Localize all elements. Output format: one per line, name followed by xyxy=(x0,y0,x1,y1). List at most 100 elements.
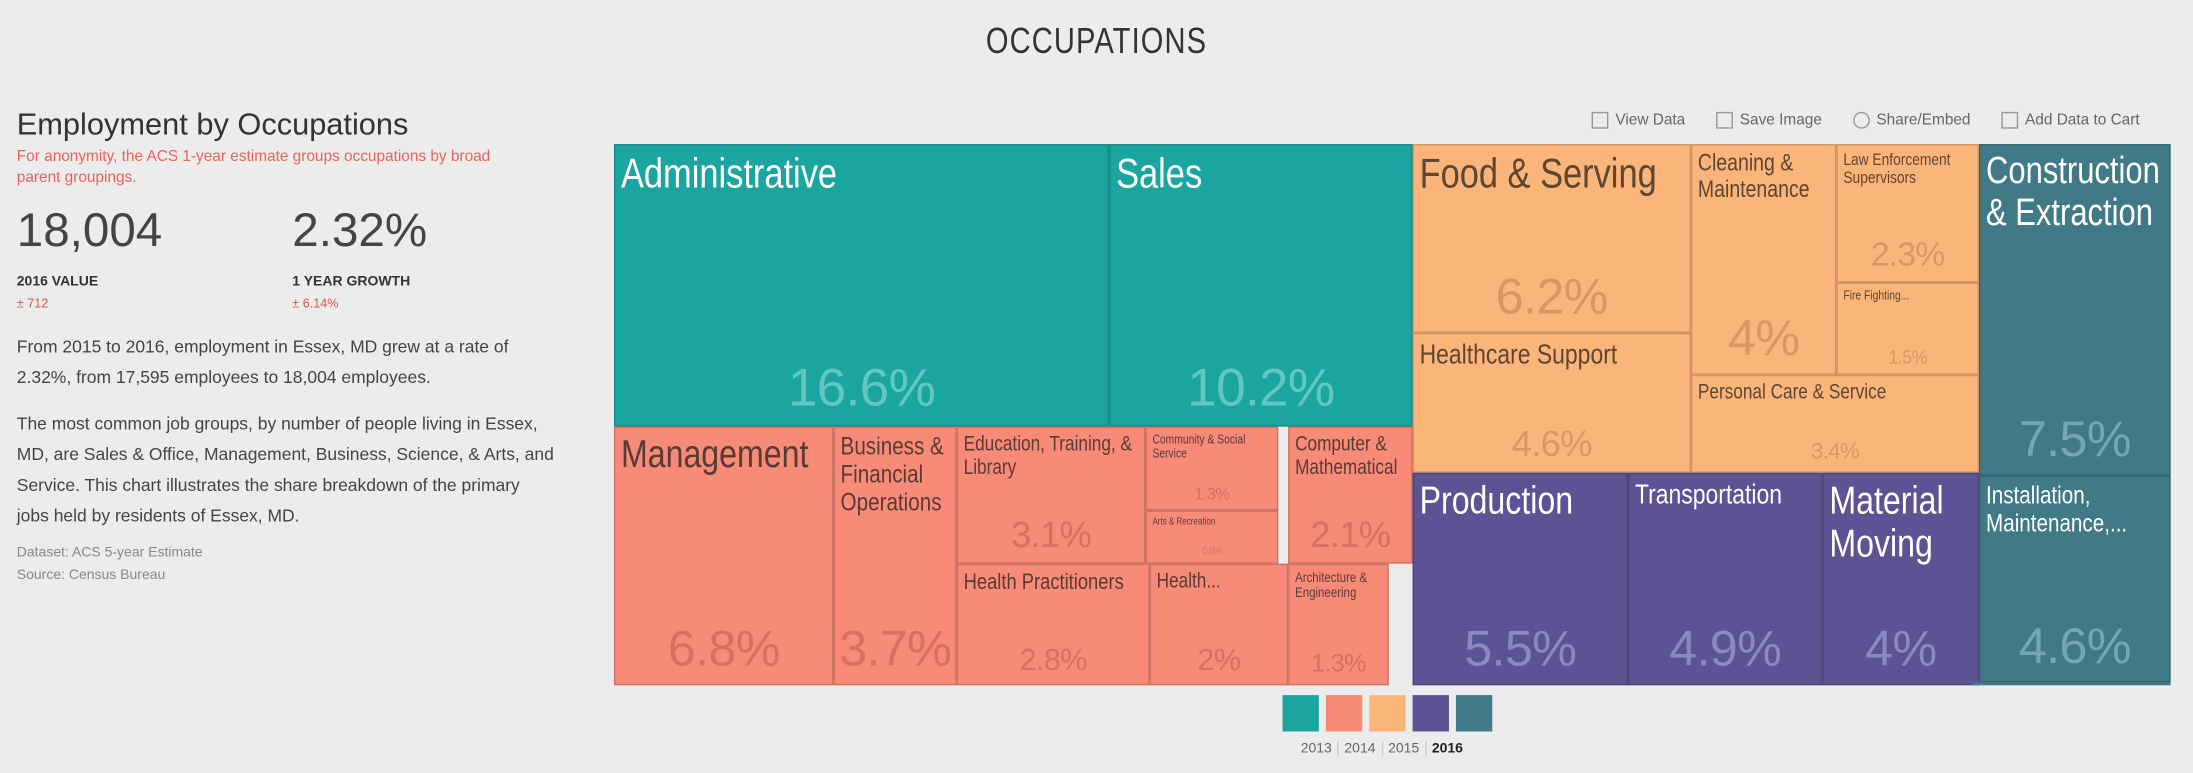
button-label: Add Data to Cart xyxy=(2025,111,2140,129)
tile-value: 1.5% xyxy=(1888,346,1928,368)
toolbar-button[interactable]: Save Image xyxy=(1715,111,1822,129)
tile[interactable]: Installation, Maintenance,... 4.6% xyxy=(1979,475,2171,683)
toolbar-button[interactable]: Share/Embed xyxy=(1852,111,1971,129)
tile[interactable]: Education, Training, & Library 3.1% xyxy=(956,426,1146,564)
tile-label: Management xyxy=(620,432,809,476)
tile-label: Material Moving xyxy=(1829,478,1944,565)
tile-value: 4% xyxy=(1865,619,1937,677)
tile-value: 5.5% xyxy=(1464,619,1577,677)
icon xyxy=(1852,111,1870,129)
tile[interactable]: Healthcare Support 4.6% xyxy=(1412,332,1691,473)
tile[interactable]: Arts & Recreation 0.8% xyxy=(1145,510,1279,564)
tile-value: 2.8% xyxy=(1019,641,1087,677)
tile[interactable]: Business & Financial Operations 3.7% xyxy=(833,426,957,686)
icon xyxy=(2001,111,2019,129)
tile-label: Computer & Mathematical xyxy=(1295,432,1398,480)
tile[interactable]: Transportation 4.9% xyxy=(1627,472,1823,686)
tile-label: Business & Financial Operations xyxy=(840,432,944,516)
tile-value: 1.3% xyxy=(1311,648,1366,677)
tile[interactable]: Production 5.5% xyxy=(1412,472,1628,686)
tile-label: Education, Training, & Library xyxy=(963,432,1132,480)
tile-value: 4% xyxy=(1727,309,1800,367)
tile-value: 1.3% xyxy=(1194,483,1230,504)
tile[interactable]: Construction & Extraction 7.5% xyxy=(1979,144,2171,476)
tile[interactable]: Fire Fighting... 1.5% xyxy=(1836,282,1980,375)
toolbar: View Data Save Image Share/Embed Add Dat… xyxy=(1591,111,2140,129)
icon xyxy=(1591,111,1609,129)
tile-label: Community & Social Service xyxy=(1152,432,1246,460)
year-selector: 2013 2014 2015 2016 xyxy=(1295,741,1468,757)
tile-value: 6.2% xyxy=(1495,267,1609,325)
tile-value: 10.2% xyxy=(1187,359,1335,419)
filter-button[interactable] xyxy=(1325,695,1363,732)
year[interactable]: 2014 xyxy=(1339,741,1383,757)
year[interactable]: 2016 xyxy=(1431,741,1463,757)
tile-label: Health Practitioners xyxy=(963,570,1124,595)
year[interactable]: 2015 xyxy=(1383,741,1427,757)
tile-strip xyxy=(1972,682,2171,686)
tile-value: 3.1% xyxy=(1010,513,1092,556)
tile[interactable]: Sales 10.2% xyxy=(1109,144,1413,427)
paragraph: The most common job groups, by number of… xyxy=(16,413,554,526)
tile-label: Production xyxy=(1419,478,1574,522)
tile-label: Healthcare Support xyxy=(1419,339,1618,371)
year[interactable]: 2013 xyxy=(1295,741,1339,757)
tile-label: Fire Fighting... xyxy=(1843,288,1910,303)
tile-value: 3.4% xyxy=(1810,440,1860,465)
tile-value: 16.6% xyxy=(787,359,936,419)
stat-moe: ± 712 xyxy=(16,296,49,311)
tile[interactable]: Architecture & Engineering 1.3% xyxy=(1288,563,1389,686)
button-label: Share/Embed xyxy=(1876,111,1971,129)
page-title: OCCUPATIONS xyxy=(985,19,1208,62)
tile[interactable]: Administrative 16.6% xyxy=(613,144,1110,427)
tile[interactable]: Management 6.8% xyxy=(613,426,834,686)
tile[interactable]: Community & Social Service 1.3% xyxy=(1145,426,1279,511)
stat-value: 18,004 xyxy=(16,204,163,258)
toolbar-button[interactable]: View Data xyxy=(1591,111,1686,129)
tile[interactable]: Computer & Mathematical 2.1% xyxy=(1288,426,1413,564)
tile-label: Transportation xyxy=(1634,479,1783,511)
stat-moe: ± 6.14% xyxy=(292,296,339,311)
filter-button[interactable] xyxy=(1369,695,1406,732)
tile-value: 2.1% xyxy=(1310,513,1391,556)
tile-value: 4.6% xyxy=(2018,616,2132,675)
tile-label: Law Enforcement Supervisors xyxy=(1843,149,1951,188)
tile-label: Construction & Extraction xyxy=(1986,149,2160,234)
tile-label: Health... xyxy=(1156,569,1221,594)
tile-label: Personal Care & Service xyxy=(1697,380,1887,405)
note: For anonymity, the ACS 1-year estimate g… xyxy=(16,148,491,186)
button-label: Save Image xyxy=(1739,111,1822,129)
tile-value: 0.8% xyxy=(1202,546,1222,557)
filter-button[interactable] xyxy=(1455,695,1493,732)
tile-label: Administrative xyxy=(620,151,838,198)
tile[interactable]: Law Enforcement Supervisors 2.3% xyxy=(1836,144,1980,283)
tile[interactable]: Health... 2% xyxy=(1149,563,1289,686)
paragraph: From 2015 to 2016, employment in Essex, … xyxy=(16,337,509,388)
tile-value: 6.8% xyxy=(667,619,781,677)
source: Source: Census Bureau xyxy=(16,567,166,584)
tile-value: 2% xyxy=(1197,641,1241,677)
filter-button[interactable] xyxy=(1282,695,1319,732)
button-label: View Data xyxy=(1615,111,1686,129)
toolbar-button[interactable]: Add Data to Cart xyxy=(2001,111,2140,129)
tile[interactable]: Cleaning & Maintenance 4% xyxy=(1690,144,1837,375)
tile[interactable]: Material Moving 4% xyxy=(1822,472,1980,686)
tile[interactable]: Health Practitioners 2.8% xyxy=(956,563,1150,686)
stat-value: 2.32% xyxy=(292,204,428,258)
tile-label: Cleaning & Maintenance xyxy=(1697,149,1810,203)
tile-label: Installation, Maintenance,... xyxy=(1986,481,2128,537)
icon xyxy=(1715,111,1733,129)
tile-label: Food & Serving xyxy=(1419,151,1657,198)
tile-label: Arts & Recreation xyxy=(1152,517,1216,528)
tile-label: Architecture & Engineering xyxy=(1295,570,1368,602)
tile[interactable]: Personal Care & Service 3.4% xyxy=(1690,374,1980,473)
tile[interactable]: Food & Serving 6.2% xyxy=(1412,144,1691,333)
tile-value: 7.5% xyxy=(2018,409,2132,468)
tile-label: Sales xyxy=(1116,151,1203,198)
tile-value: 4.6% xyxy=(1511,422,1593,465)
stat-label: 2016 VALUE xyxy=(16,274,99,290)
filter-button[interactable] xyxy=(1412,695,1449,732)
tile-value: 3.7% xyxy=(839,619,952,677)
